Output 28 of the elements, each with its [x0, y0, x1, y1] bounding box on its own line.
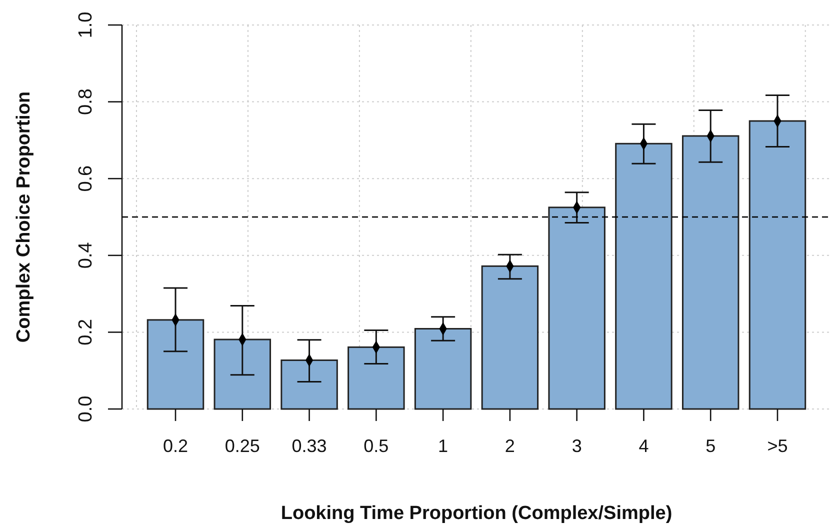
x-tick-label: 4	[638, 436, 649, 456]
x-tick-label: 0.2	[162, 436, 188, 456]
x-tick-label: 1	[438, 436, 448, 456]
bar	[481, 265, 539, 410]
x-tick-label: 2	[504, 436, 515, 456]
x-tick-label: 0.33	[292, 436, 327, 456]
bar	[146, 319, 204, 410]
y-tick-label: 0.8	[76, 88, 96, 116]
x-tick-label: 5	[706, 436, 716, 456]
x-tick-label: 0.25	[224, 436, 260, 456]
bar	[748, 120, 806, 410]
bar	[615, 142, 672, 410]
bar	[214, 338, 272, 410]
x-tick-label: 3	[572, 436, 582, 456]
bar	[548, 206, 606, 410]
bar	[280, 359, 338, 410]
y-tick-label: 0.4	[76, 242, 96, 269]
x-axis-title: Looking Time Proportion (Complex/Simple)	[280, 503, 672, 524]
bar	[682, 135, 740, 410]
y-tick-label: 1.0	[76, 12, 96, 38]
y-tick-label: 0.0	[76, 396, 96, 422]
y-axis-title: Complex Choice Proportion	[14, 91, 34, 343]
x-tick-label: 0.5	[364, 436, 389, 456]
bar	[414, 328, 472, 410]
y-tick-label: 0.2	[76, 318, 96, 346]
x-tick-label: >5	[767, 436, 788, 456]
y-tick-label: 0.6	[76, 165, 96, 192]
bar	[348, 346, 405, 410]
